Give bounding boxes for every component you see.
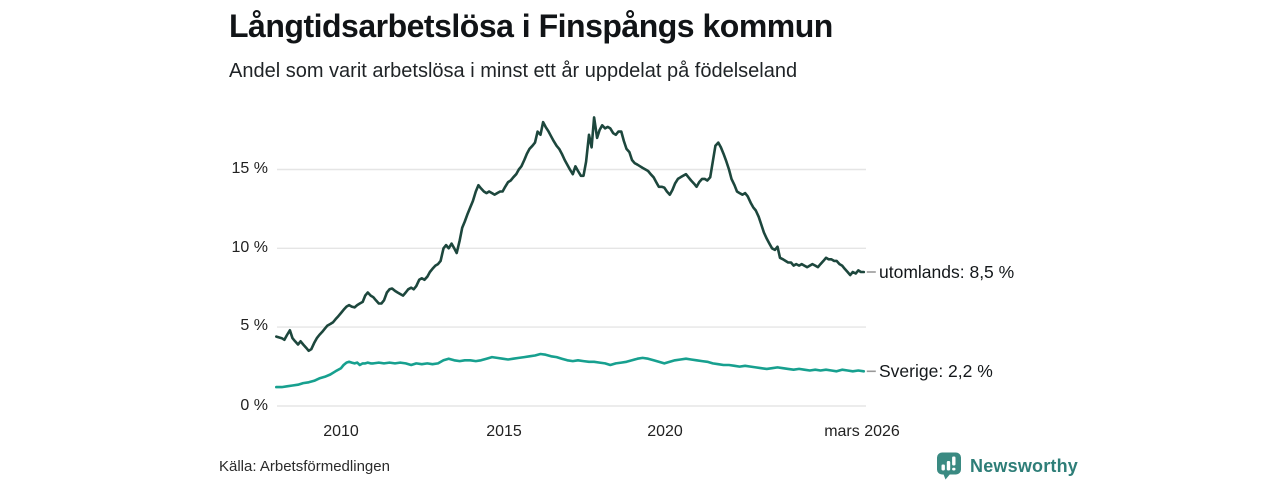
x-axis-tick-mars-2026: mars 2026 bbox=[824, 423, 900, 440]
newsworthy-brand-label: Newsworthy bbox=[970, 455, 1079, 476]
page-subtitle: Andel som varit arbetslösa i minst ett å… bbox=[229, 60, 798, 82]
y-axis-tick-5: 5 % bbox=[240, 317, 268, 334]
y-axis-tick-15: 15 % bbox=[231, 160, 268, 177]
x-axis-tick-2020: 2020 bbox=[647, 423, 683, 440]
x-axis-tick-2010: 2010 bbox=[323, 423, 359, 440]
series-line-utomlands bbox=[274, 116, 866, 353]
series-line-Sverige bbox=[274, 352, 866, 389]
y-axis-tick-0: 0 % bbox=[240, 397, 268, 414]
page-title: Långtidsarbetslösa i Finspångs kommun bbox=[229, 8, 833, 44]
y-axis-tick-10: 10 % bbox=[231, 239, 268, 256]
series-label-sverige: Sverige: 2,2 % bbox=[879, 361, 993, 381]
source-note: Källa: Arbetsförmedlingen bbox=[219, 458, 390, 475]
newsworthy-brand: Newsworthy bbox=[936, 452, 1078, 480]
newsworthy-logo-icon bbox=[937, 452, 961, 480]
x-axis-tick-2015: 2015 bbox=[486, 423, 522, 440]
series-label-utomlands: utomlands: 8,5 % bbox=[879, 262, 1015, 282]
